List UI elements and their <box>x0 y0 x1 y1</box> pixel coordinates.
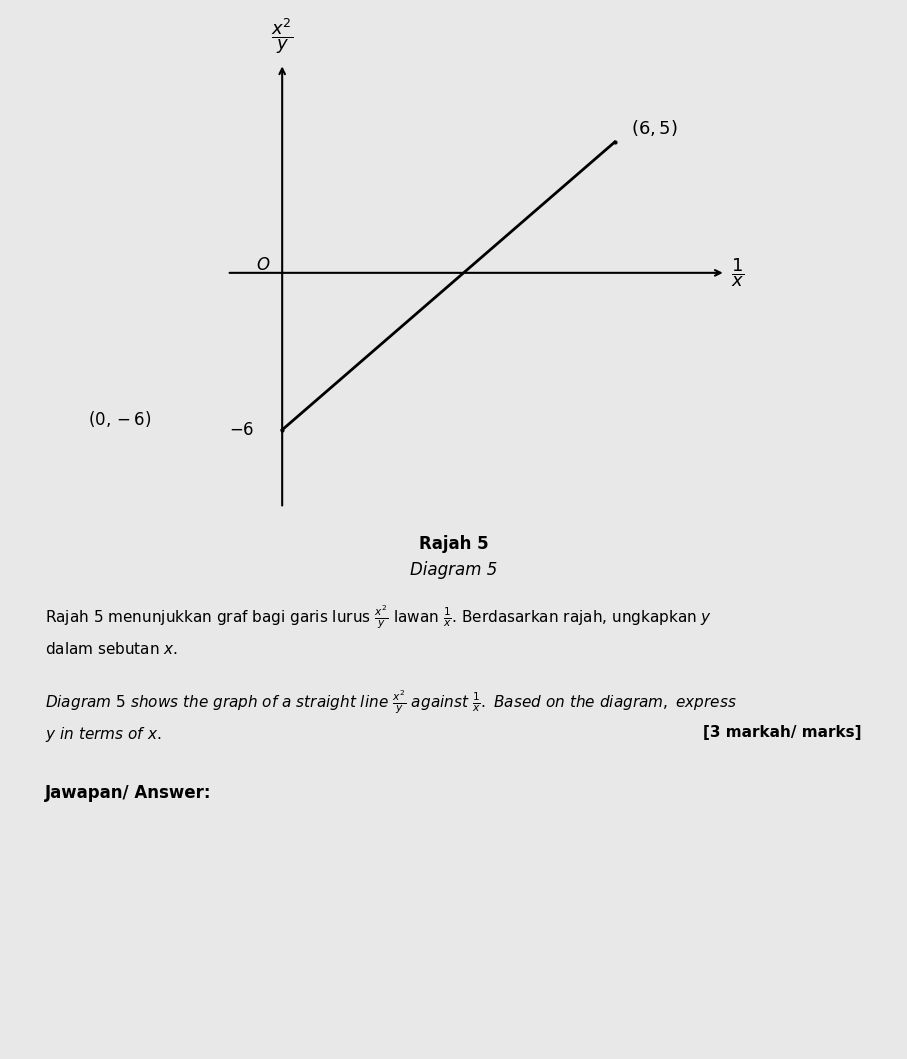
Text: Rajah 5 menunjukkan graf bagi garis lurus $\frac{x^2}{y}$ lawan $\frac{1}{x}$. B: Rajah 5 menunjukkan graf bagi garis luru… <box>45 604 713 631</box>
Text: $\it{y\ in\ terms\ of\ x.}$: $\it{y\ in\ terms\ of\ x.}$ <box>45 725 161 744</box>
Text: $\dfrac{x^2}{y}$: $\dfrac{x^2}{y}$ <box>271 16 293 56</box>
Text: Rajah 5: Rajah 5 <box>419 535 488 553</box>
Text: dalam sebutan ​$x$.: dalam sebutan ​$x$. <box>45 641 179 657</box>
Text: $\it{Diagram\ 5\ shows\ the\ graph\ of\ a\ straight\ line}$ $\frac{x^2}{y}$ $\it: $\it{Diagram\ 5\ shows\ the\ graph\ of\ … <box>45 688 737 716</box>
Text: $(6, 5)$: $(6, 5)$ <box>631 119 678 138</box>
Text: Diagram 5: Diagram 5 <box>410 561 497 579</box>
Text: $(0,- 6)$: $(0,- 6)$ <box>88 409 151 429</box>
Text: $O$: $O$ <box>256 256 270 274</box>
Text: $\dfrac{1}{x}$: $\dfrac{1}{x}$ <box>731 256 745 289</box>
Text: $-6$: $-6$ <box>229 420 255 438</box>
Text: [3 markah/ marks]: [3 markah/ marks] <box>703 725 862 740</box>
Text: Jawapan/ Answer:: Jawapan/ Answer: <box>45 784 212 802</box>
